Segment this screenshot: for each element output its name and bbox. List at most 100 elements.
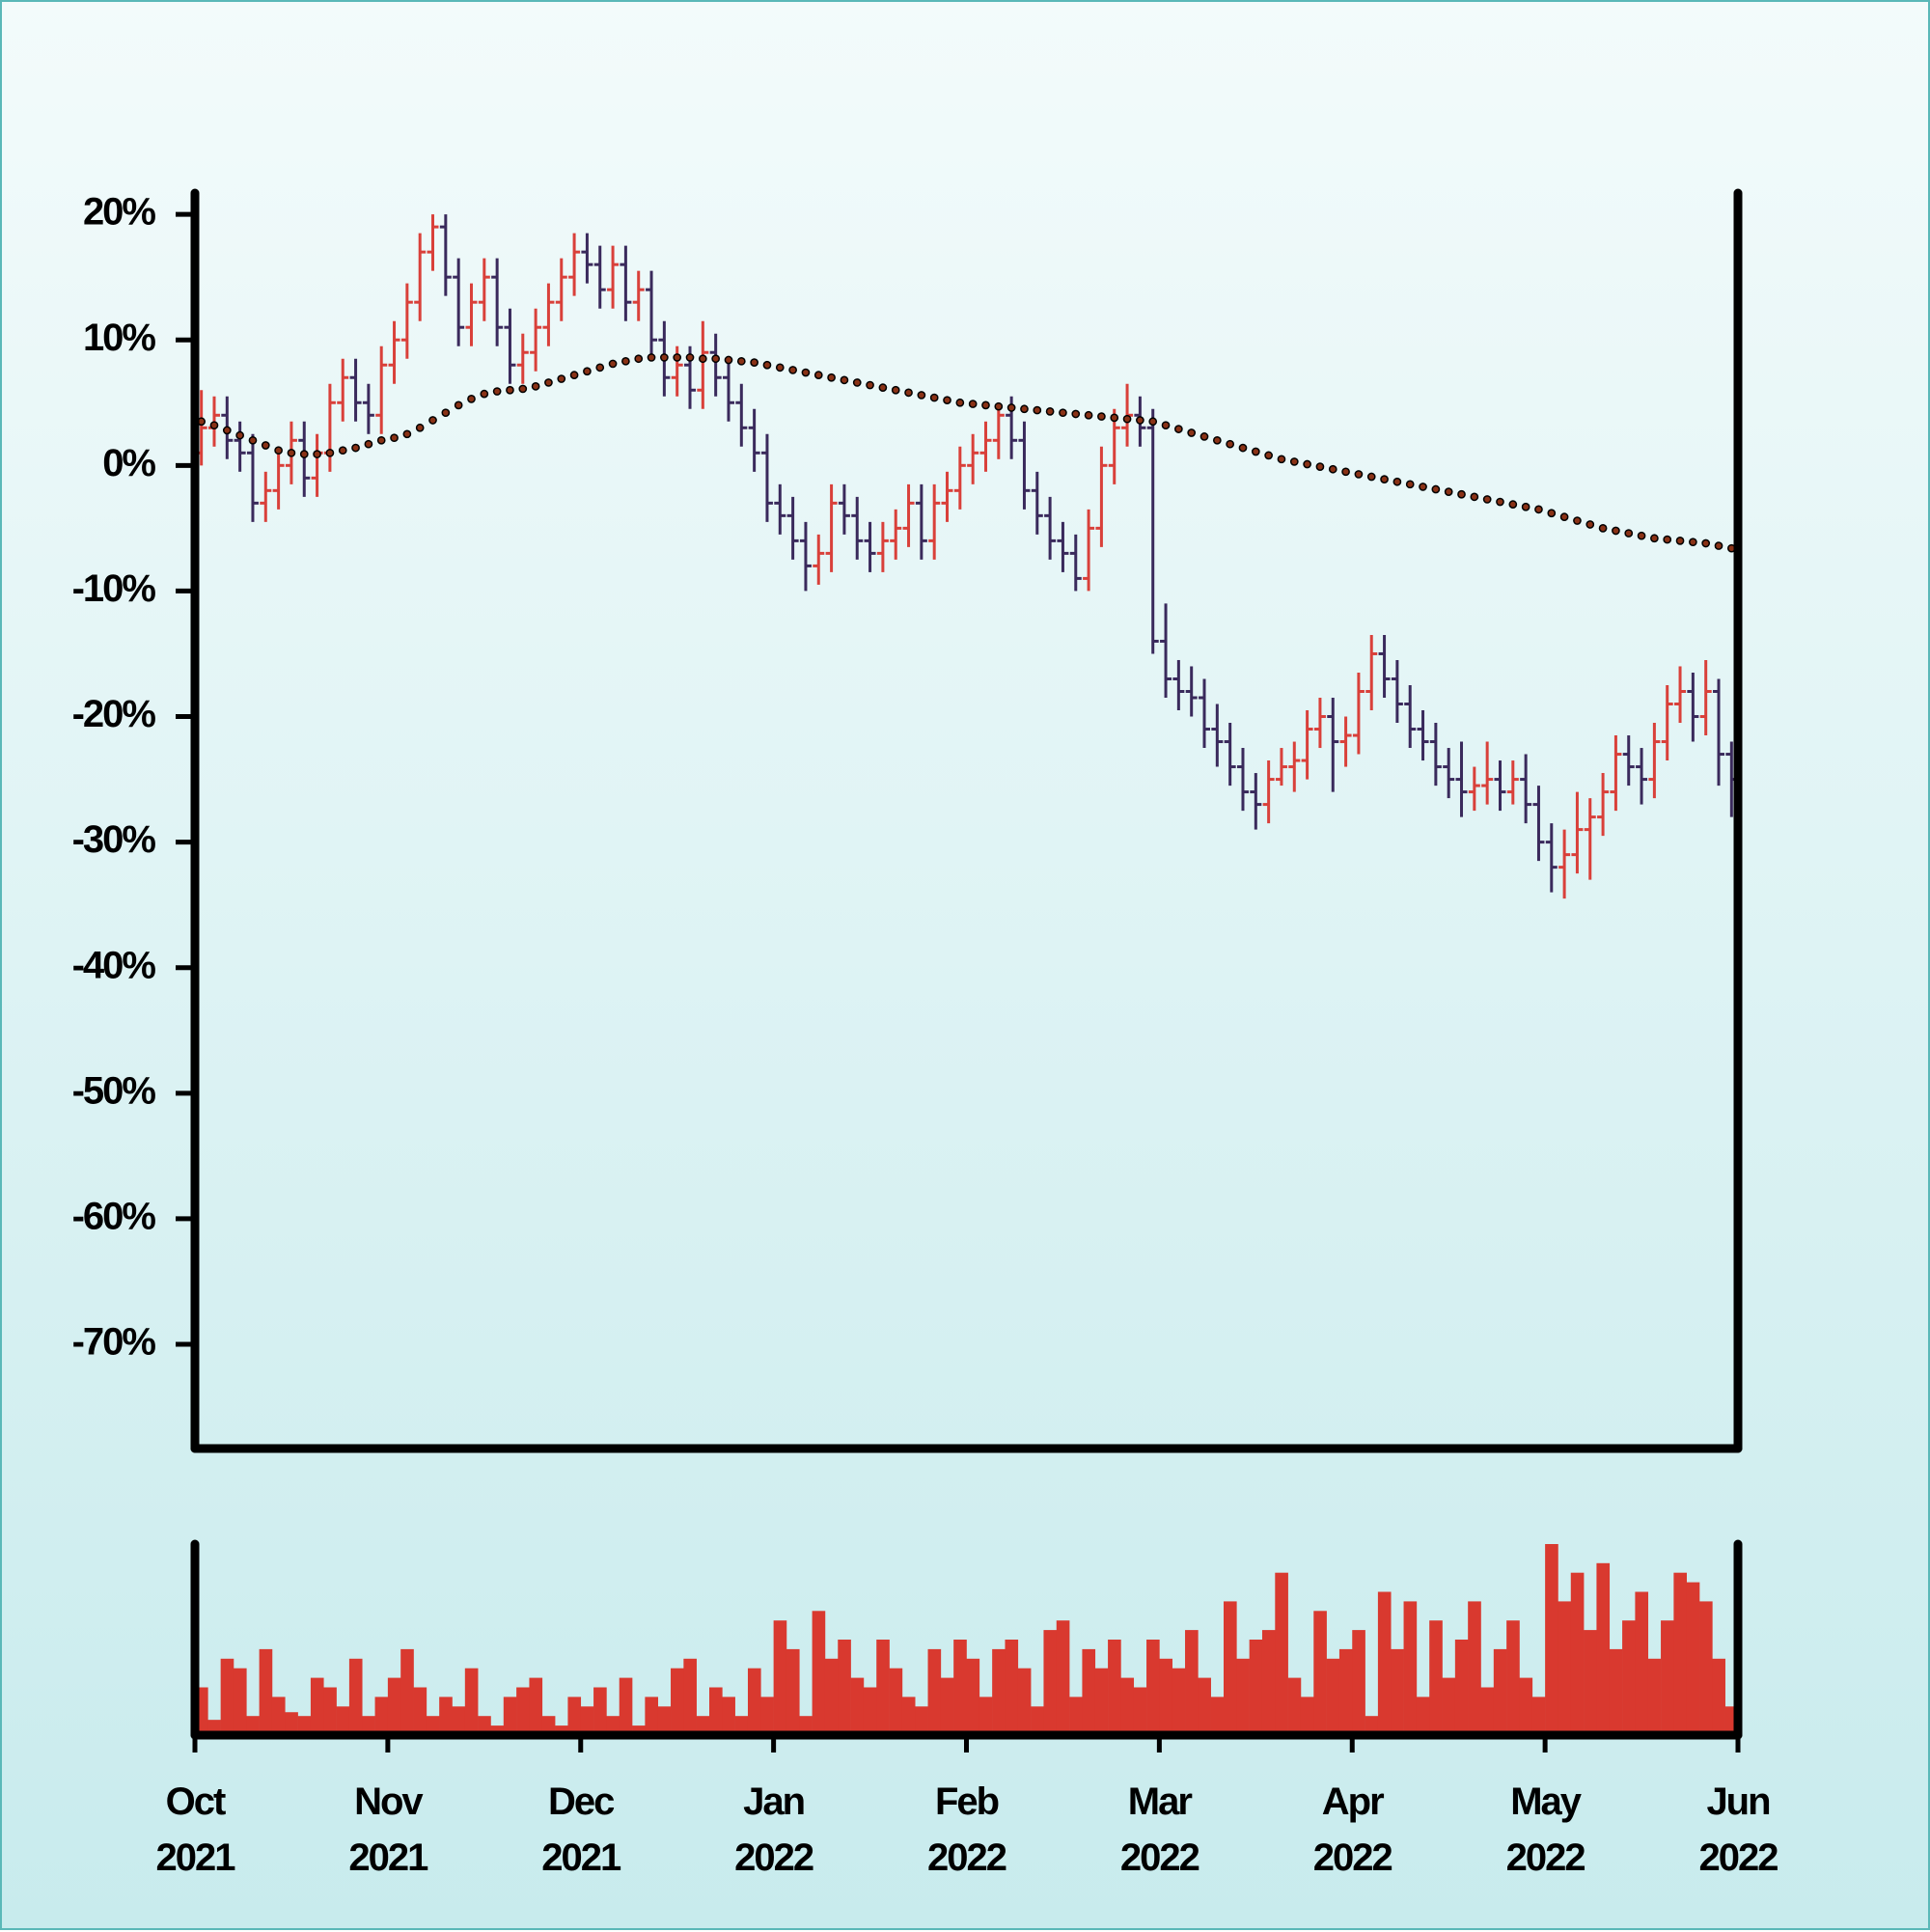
volume-bar xyxy=(452,1706,466,1735)
moving-average-dot xyxy=(762,360,772,370)
y-tick-label: -20% xyxy=(72,693,156,735)
moving-average-dot xyxy=(531,382,540,391)
moving-average-dot xyxy=(1612,526,1620,536)
moving-average-dot xyxy=(1559,512,1569,522)
volume-bar xyxy=(1224,1601,1237,1735)
volume-bar xyxy=(1300,1697,1314,1735)
volume-bar xyxy=(1365,1716,1379,1735)
volume-bar xyxy=(683,1658,697,1735)
moving-average-dot xyxy=(313,450,321,458)
volume-bar xyxy=(1043,1630,1058,1735)
volume-bar xyxy=(850,1677,865,1735)
volume-bar xyxy=(1005,1640,1019,1735)
moving-average-dot xyxy=(1136,416,1144,425)
volume-bar xyxy=(915,1706,928,1735)
moving-average-dot xyxy=(736,356,746,366)
moving-average-dot xyxy=(1431,484,1441,494)
moving-average-dot xyxy=(1482,495,1492,504)
volume-bar xyxy=(1094,1668,1109,1735)
volume-bar xyxy=(901,1697,916,1735)
volume-bar xyxy=(1031,1706,1044,1735)
moving-average-dot xyxy=(647,353,656,362)
volume-bar xyxy=(1609,1648,1623,1735)
moving-average-dot xyxy=(1457,489,1466,499)
volume-bar xyxy=(1712,1658,1725,1735)
volume-bar xyxy=(709,1687,723,1735)
moving-average-dot xyxy=(557,374,566,383)
x-tick-label: Mar 2022 xyxy=(1119,1780,1200,1879)
moving-average-dot xyxy=(1341,467,1350,477)
volume-bar xyxy=(760,1697,774,1735)
volume-bar xyxy=(1338,1648,1353,1735)
volume-bar xyxy=(786,1648,800,1735)
moving-average-dot xyxy=(1573,516,1582,525)
moving-average-dot xyxy=(1238,443,1248,453)
volume-bar xyxy=(606,1716,620,1735)
moving-average-dot xyxy=(840,375,849,385)
moving-average-dot xyxy=(518,384,528,394)
volume-bar xyxy=(555,1725,568,1735)
moving-average-dot xyxy=(891,385,900,395)
volume-bar xyxy=(271,1697,286,1735)
moving-average-dot xyxy=(325,448,335,457)
moving-average-dot xyxy=(1637,531,1646,540)
moving-average-dot xyxy=(1199,432,1209,441)
moving-average-dot xyxy=(1470,492,1479,502)
volume-bar xyxy=(1172,1668,1186,1735)
moving-average-dot xyxy=(1187,428,1197,437)
moving-average-dot xyxy=(1212,435,1222,445)
moving-average-dot xyxy=(660,353,669,362)
volume-bar xyxy=(953,1640,967,1735)
moving-average-dot xyxy=(351,443,360,453)
volume-bar xyxy=(940,1677,954,1735)
volume-bar xyxy=(824,1658,839,1735)
moving-average-dot xyxy=(750,358,758,367)
volume-bar xyxy=(1313,1611,1327,1735)
moving-average-dot xyxy=(634,354,644,364)
volume-bar xyxy=(1699,1601,1713,1735)
moving-average-dot xyxy=(673,353,682,362)
moving-average-dot xyxy=(1084,410,1093,420)
moving-average-dot xyxy=(1251,447,1260,456)
volume-bar xyxy=(516,1687,530,1735)
moving-average-dot xyxy=(1701,538,1711,548)
volume-bar xyxy=(1454,1640,1469,1735)
moving-average-dot xyxy=(866,380,874,390)
moving-average-dot xyxy=(698,354,707,364)
moving-average-dot xyxy=(1097,412,1106,421)
volume-bar xyxy=(812,1611,826,1735)
moving-average-dot xyxy=(287,448,296,457)
volume-bar xyxy=(1531,1697,1546,1735)
moving-average-dot xyxy=(390,433,399,443)
moving-average-dot xyxy=(595,363,605,373)
volume-bar xyxy=(1326,1658,1340,1735)
volume-bar xyxy=(645,1697,658,1735)
moving-average-dot xyxy=(968,400,978,408)
volume-bar xyxy=(529,1677,543,1735)
moving-average-dot xyxy=(801,368,811,377)
volume-bar xyxy=(580,1706,594,1735)
moving-average-dot xyxy=(724,355,733,365)
volume-bar xyxy=(426,1716,440,1735)
volume-bar xyxy=(336,1706,350,1735)
moving-average-dot xyxy=(248,435,258,445)
volume-bar xyxy=(632,1725,646,1735)
moving-average-dot xyxy=(338,446,347,455)
volume-bar xyxy=(1558,1601,1572,1735)
moving-average-dot xyxy=(878,383,888,393)
x-tick-label: Apr 2022 xyxy=(1312,1780,1393,1879)
volume-bar xyxy=(657,1706,672,1735)
volume-bar xyxy=(1391,1648,1404,1735)
volume-bar xyxy=(310,1677,324,1735)
moving-average-dot xyxy=(1059,408,1067,418)
moving-average-dot xyxy=(943,396,951,405)
volume-bar xyxy=(889,1668,903,1735)
volume-bar xyxy=(1261,1630,1276,1735)
moving-average-dot xyxy=(506,385,514,395)
x-tick-label: May 2022 xyxy=(1505,1780,1586,1879)
moving-average-dot xyxy=(1521,502,1530,511)
moving-average-dot xyxy=(1405,480,1415,489)
volume-bar xyxy=(567,1697,582,1735)
moving-average-dot xyxy=(1650,534,1659,543)
